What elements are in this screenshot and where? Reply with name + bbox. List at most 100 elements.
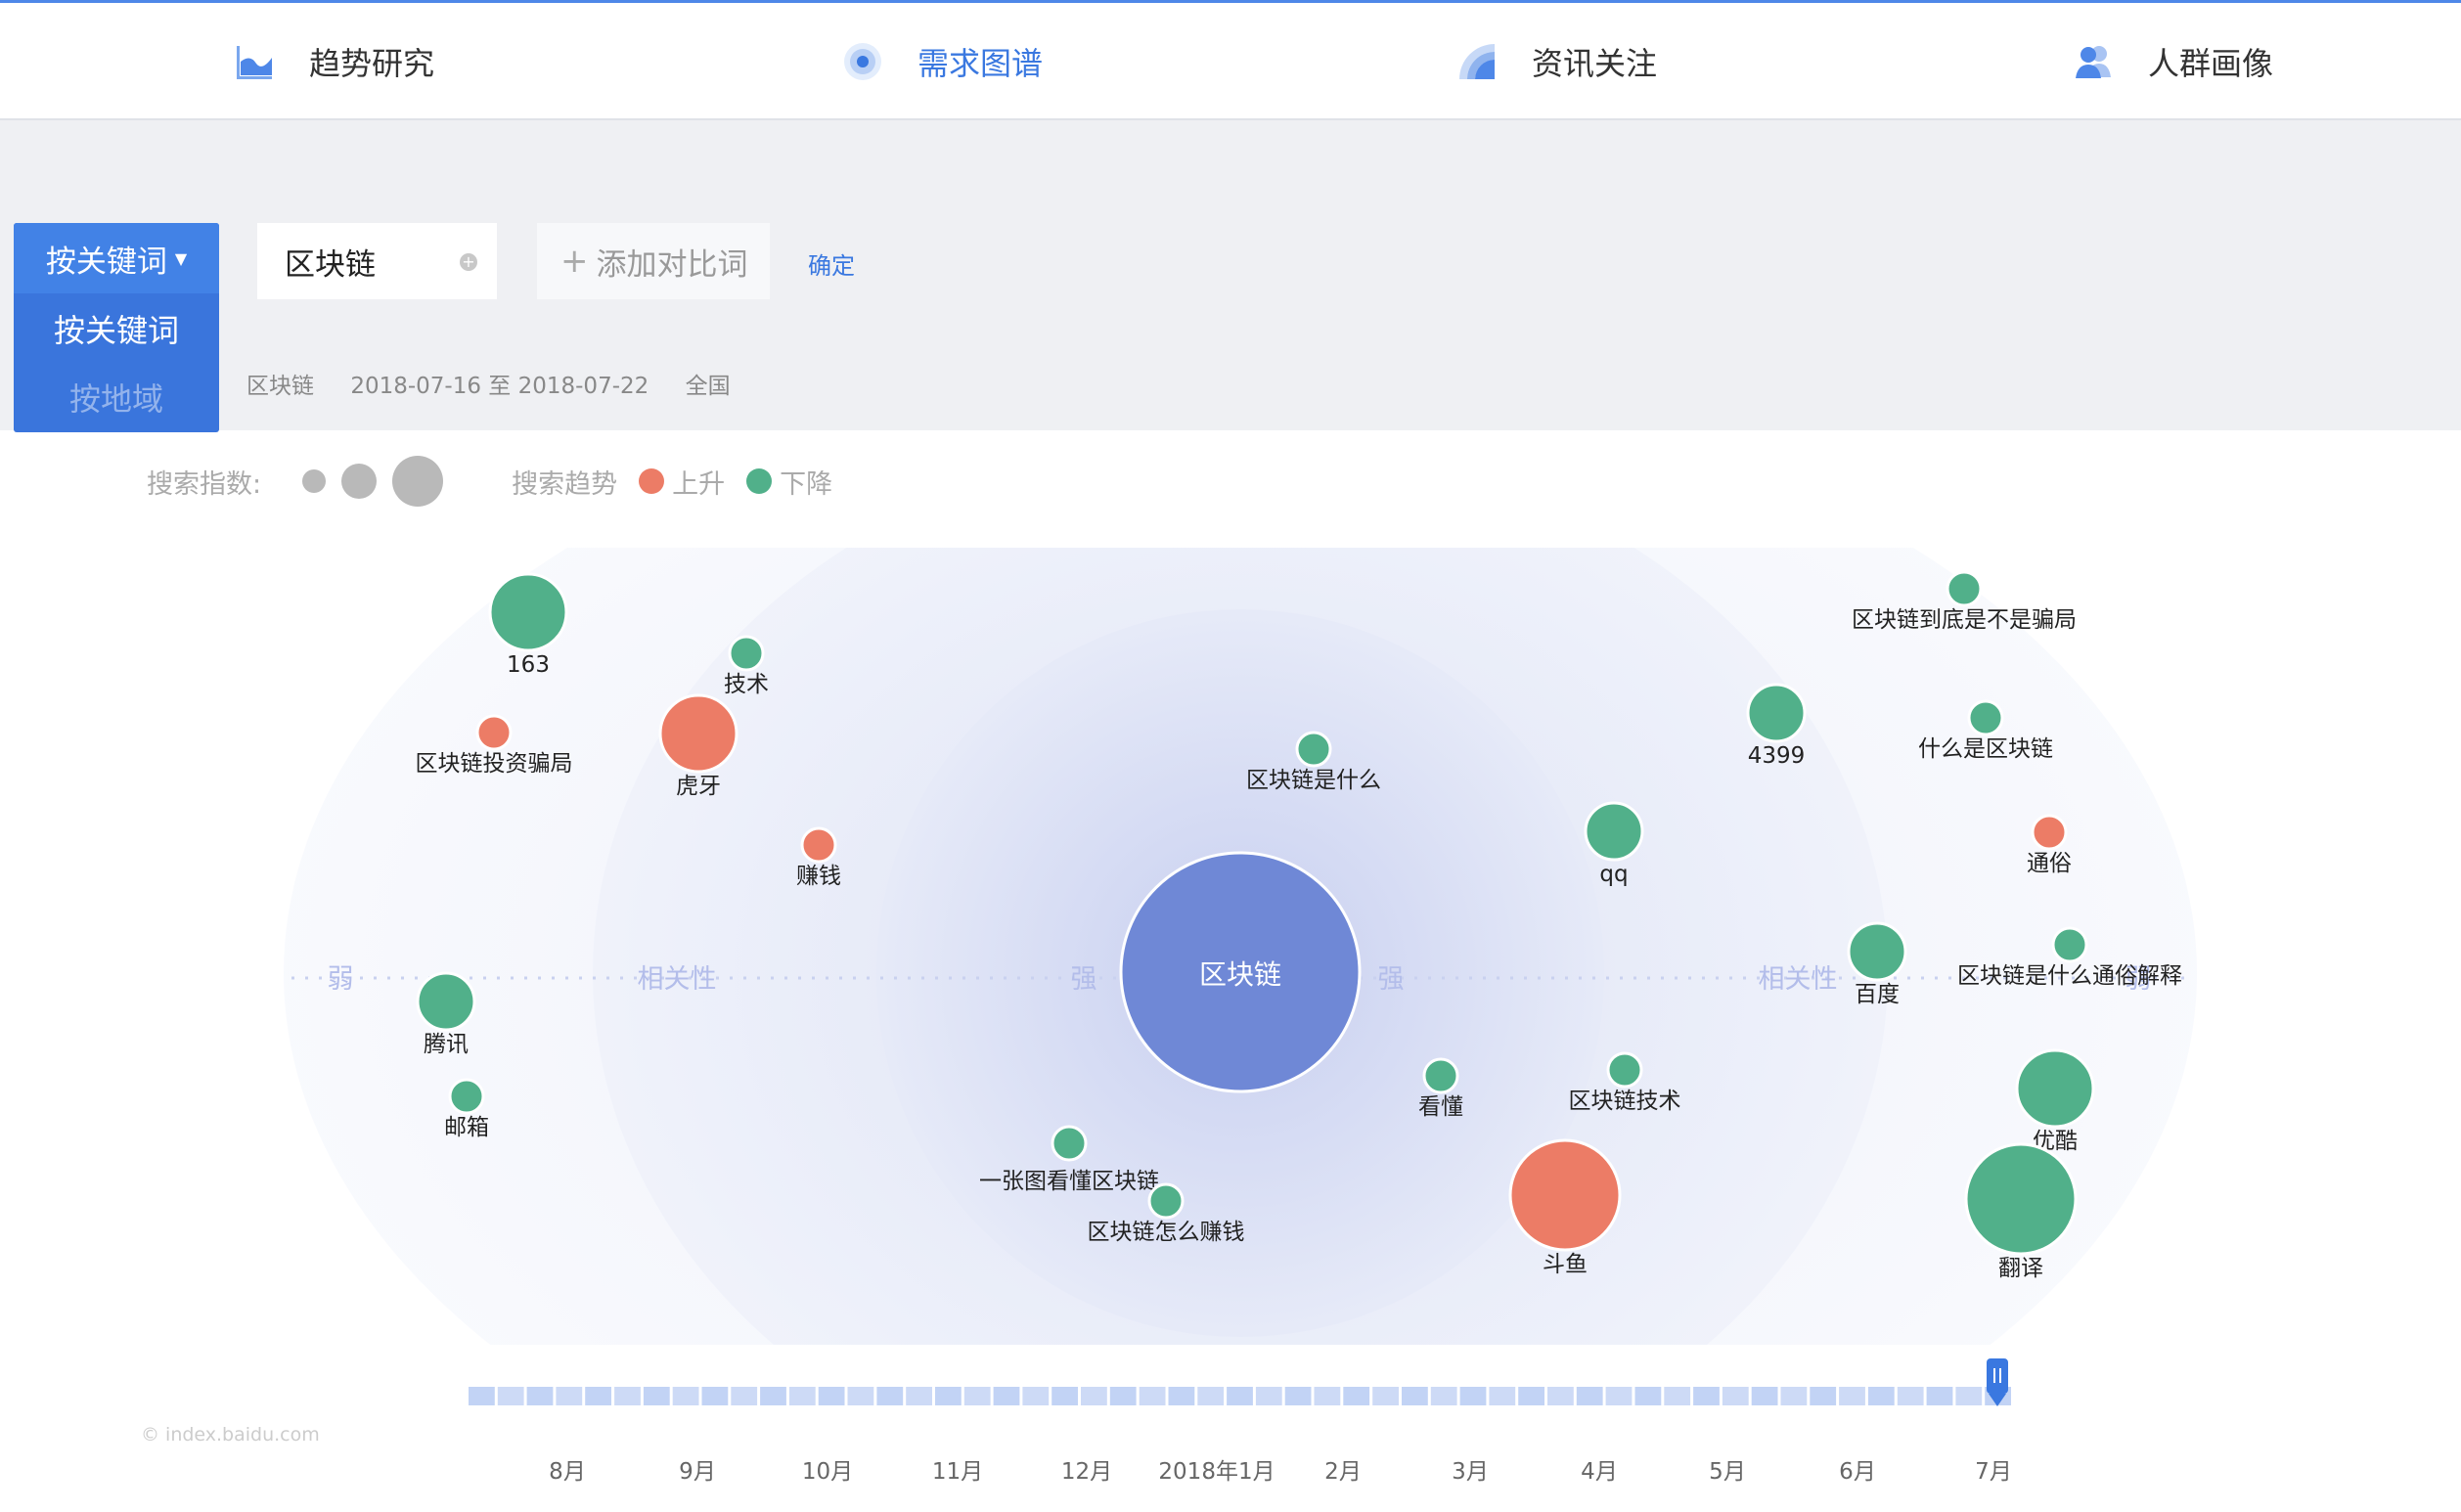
timeline-week-segment[interactable] [1402,1387,1428,1405]
keyword-node[interactable]: qq [1584,801,1644,887]
timeline-week-segment[interactable] [1430,1387,1457,1405]
keyword-node[interactable]: 通俗 [2027,814,2072,876]
timeline-week-segment[interactable] [1227,1387,1253,1405]
timeline-week-segment[interactable] [935,1387,962,1405]
timeline-week-segment[interactable] [1255,1387,1282,1405]
timeline-week-segment[interactable] [760,1387,786,1405]
keyword-node[interactable]: 优酷 [2015,1048,2095,1154]
timeline-week-segment[interactable] [906,1387,932,1405]
keyword-bubble[interactable] [2031,814,2068,851]
nav-tab-people[interactable]: 人群画像 [2072,34,2273,89]
keyword-bubble[interactable] [1508,1138,1622,1252]
keyword-node[interactable]: 斗鱼 [1508,1138,1622,1277]
mode-option-region[interactable]: 按地域 [68,380,163,418]
keyword-node[interactable]: 腾讯 [416,971,476,1057]
keyword-node[interactable]: 翻译 [1964,1142,2078,1281]
keyword-bubble[interactable] [1967,699,2004,736]
keyword-bubble[interactable] [1422,1057,1459,1094]
keyword-node[interactable]: 163 [488,572,568,678]
timeline-week-segment[interactable] [993,1387,1020,1405]
keyword-node[interactable]: 赚钱 [796,826,841,889]
keyword-node[interactable]: 看懂 [1418,1057,1463,1120]
timeline-week-segment[interactable] [1547,1387,1574,1405]
keyword-node[interactable]: 虎牙 [658,693,738,799]
mode-dropdown[interactable]: 按关键词 ▼ 按关键词 按地域 [14,223,219,432]
keyword-node[interactable]: 4399 [1746,683,1807,769]
timeline-week-segment[interactable] [469,1387,495,1405]
keyword-bubble[interactable] [1606,1051,1643,1089]
timeline-handle-knob[interactable] [1987,1358,2008,1394]
timeline-week-segment[interactable] [1372,1387,1399,1405]
timeline-week-segment[interactable] [1518,1387,1544,1405]
keyword-node[interactable]: 区块链投资骗局 [416,714,573,777]
keyword-node[interactable]: 邮箱 [444,1078,489,1140]
timeline-week-segment[interactable] [1459,1387,1487,1405]
keyword-node[interactable]: 什么是区块链 [1918,699,2053,762]
timeline-week-segment[interactable] [701,1387,729,1405]
timeline-week-segment[interactable] [1314,1387,1341,1405]
timeline-week-segment[interactable] [1810,1387,1837,1405]
keyword-bubble[interactable] [2015,1048,2095,1129]
timeline-week-segment[interactable] [1022,1387,1050,1405]
keyword-input[interactable]: 区块链 + [257,223,497,299]
nav-tab-demand-map[interactable]: 需求图谱 [841,34,1043,89]
timeline-week-segment[interactable] [1284,1387,1312,1405]
nav-tab-trend[interactable]: 趋势研究 [233,34,434,89]
timeline-week-segment[interactable] [1780,1387,1808,1405]
timeline-week-segment[interactable] [1197,1387,1225,1405]
keyword-bubble[interactable] [416,971,476,1032]
keyword-bubble[interactable] [1847,921,1907,982]
timeline-week-segment[interactable] [1693,1387,1720,1405]
keyword-node[interactable]: 技术 [724,635,769,697]
keyword-bubble[interactable] [1051,1125,1088,1162]
keyword-bubble[interactable] [2051,926,2088,963]
timeline-week-segment[interactable] [1052,1387,1078,1405]
timeline-week-segment[interactable] [1081,1387,1107,1405]
timeline-week-segment[interactable] [672,1387,699,1405]
keyword-bubble[interactable] [800,826,837,864]
timeline-week-segment[interactable] [1109,1387,1137,1405]
timeline-week-segment[interactable] [1605,1387,1633,1405]
timeline-week-segment[interactable] [1139,1387,1166,1405]
mode-option-keyword[interactable]: 按关键词 [53,312,179,349]
timeline-week-segment[interactable] [1168,1387,1195,1405]
timeline-week-segment[interactable] [876,1387,904,1405]
mode-dropdown-toggle[interactable]: 按关键词 ▼ [14,223,219,293]
timeline-week-segment[interactable] [1897,1387,1924,1405]
keyword-bubble[interactable] [1946,570,1983,607]
timeline-week-segment[interactable] [1955,1387,1983,1405]
keyword-bubble[interactable] [488,572,568,652]
keyword-bubble[interactable] [1147,1182,1185,1220]
timeline-week-segment[interactable] [1343,1387,1370,1405]
timeline-week-segment[interactable] [847,1387,874,1405]
keyword-node[interactable]: 区块链是什么 [1246,731,1381,793]
timeline-week-segment[interactable] [1926,1387,1953,1405]
timeline-week-segment[interactable] [1489,1387,1516,1405]
add-compare-button[interactable]: + 添加对比词 [537,223,770,299]
keyword-node[interactable]: 区块链怎么赚钱 [1088,1182,1245,1245]
timeline-week-segment[interactable] [526,1387,554,1405]
add-circle-icon[interactable]: + [460,253,477,271]
timeline-week-segment[interactable] [1867,1387,1895,1405]
timeline-week-segment[interactable] [643,1387,670,1405]
timeline-track[interactable] [469,1387,2011,1405]
timeline-week-segment[interactable] [585,1387,611,1405]
timeline-week-segment[interactable] [1722,1387,1749,1405]
timeline-week-segment[interactable] [1576,1387,1603,1405]
keyword-bubble[interactable] [1746,683,1807,743]
timeline-week-segment[interactable] [818,1387,845,1405]
timeline-week-segment[interactable] [1664,1387,1691,1405]
timeline-week-segment[interactable] [1634,1387,1662,1405]
keyword-node[interactable]: 百度 [1847,921,1907,1007]
nav-tab-news[interactable]: 资讯关注 [1455,34,1657,89]
keyword-node[interactable]: 区块链是什么通俗解释 [1957,926,2182,989]
keyword-bubble[interactable] [1964,1142,2078,1256]
timeline-week-segment[interactable] [1751,1387,1778,1405]
center-keyword-node[interactable]: 区块链 [1119,851,1362,1093]
timeline-week-segment[interactable] [614,1387,641,1405]
timeline-week-segment[interactable] [788,1387,816,1405]
keyword-bubble[interactable] [1295,731,1332,768]
timeline-week-segment[interactable] [556,1387,583,1405]
center-bubble[interactable] [1119,851,1362,1093]
timeline-week-segment[interactable] [1839,1387,1865,1405]
